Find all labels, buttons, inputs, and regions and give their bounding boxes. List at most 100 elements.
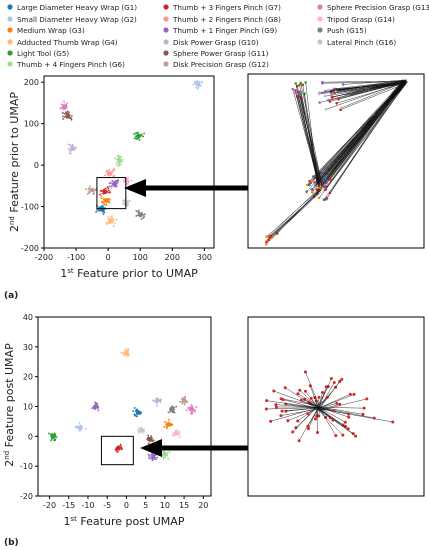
- inset-edge: [332, 82, 404, 98]
- cluster-G13: [59, 100, 68, 114]
- inset-point: [312, 175, 315, 178]
- inset-point: [327, 88, 331, 92]
- legend-entry: Thumb + 4 Fingers Pinch (G6): [7, 60, 125, 69]
- legend-label: Disk Power Grasp (G10): [173, 38, 259, 47]
- cluster-G7: [114, 443, 123, 453]
- data-point: [153, 400, 156, 403]
- cluster-G6: [114, 154, 124, 167]
- data-point: [143, 213, 146, 216]
- data-point: [86, 193, 89, 195]
- data-point: [107, 187, 110, 190]
- y-tick-label: 0: [28, 432, 33, 441]
- inset-point: [298, 91, 302, 95]
- inset-point: [269, 419, 273, 423]
- y-tick-label: -10: [20, 462, 33, 471]
- data-point: [122, 199, 125, 202]
- inset-point: [322, 198, 326, 201]
- data-point: [66, 110, 69, 113]
- legend-entry: Thumb + 1 Finger Pinch (G9): [163, 26, 277, 35]
- x-tick-label: 0: [106, 253, 111, 262]
- data-point: [193, 410, 196, 413]
- data-point: [159, 400, 162, 403]
- cluster-center: [166, 422, 171, 427]
- x-tick-label: -15: [62, 501, 75, 510]
- data-point: [108, 191, 111, 194]
- inset-point: [317, 414, 321, 418]
- data-point: [122, 202, 124, 205]
- inset-point: [331, 418, 335, 422]
- data-point: [120, 448, 123, 450]
- data-point: [185, 409, 188, 412]
- data-point: [160, 398, 162, 401]
- cluster-G14: [122, 176, 133, 187]
- data-point: [69, 144, 72, 146]
- data-point: [112, 217, 115, 220]
- inset-edge: [312, 80, 404, 181]
- inset-edge: [319, 392, 323, 406]
- data-point: [85, 428, 87, 430]
- data-point: [116, 154, 119, 157]
- inset-point: [280, 409, 284, 413]
- zoom-box-a: [96, 177, 127, 210]
- data-point: [180, 400, 183, 403]
- data-point: [94, 189, 97, 192]
- data-point: [166, 427, 168, 430]
- legend-label: Thumb + 2 Fingers Pinch (G8): [172, 15, 281, 24]
- cluster-G9: [108, 179, 120, 188]
- data-point: [136, 211, 139, 213]
- inset-edge: [341, 82, 404, 109]
- cluster-G11: [146, 434, 155, 445]
- data-point: [135, 210, 138, 212]
- inset-point: [274, 403, 278, 407]
- data-point: [76, 426, 79, 429]
- cluster-G2: [74, 421, 87, 432]
- data-point: [127, 349, 130, 352]
- legend-marker: [163, 4, 169, 10]
- inset-point: [313, 417, 317, 421]
- legend-marker: [317, 39, 323, 45]
- inset-point: [314, 184, 317, 188]
- inset-point: [352, 392, 356, 396]
- data-point: [184, 395, 186, 398]
- data-point: [85, 188, 87, 191]
- inset-point: [332, 380, 336, 384]
- inset-edge: [313, 82, 405, 197]
- data-point: [119, 443, 122, 446]
- data-point: [118, 155, 120, 157]
- inset-edge: [340, 83, 405, 110]
- cluster-G4: [120, 347, 130, 358]
- inset-point: [343, 420, 347, 424]
- data-point: [151, 399, 154, 402]
- data-point: [108, 189, 110, 192]
- inset-edge: [316, 406, 363, 415]
- panel-b: -20 -15 -10 -5 0 5 10 15 20 -20 -10 0 10 20 30 40 1st …: [3, 313, 425, 548]
- inset-point: [298, 388, 302, 392]
- inset-point: [265, 242, 268, 246]
- legend-entry: Large Diameter Heavy Wrap (G1): [7, 3, 137, 12]
- inset-edge: [298, 407, 319, 441]
- data-point: [186, 407, 189, 409]
- legend-label: Push (G15): [327, 26, 367, 35]
- data-point: [67, 147, 70, 150]
- cluster-G8: [103, 168, 116, 178]
- data-point: [140, 218, 143, 220]
- legend-label: Tripod Grasp (G14): [326, 15, 395, 24]
- inset-point: [316, 431, 320, 435]
- legend-entry: Thumb + 3 Fingers Pinch (G7): [163, 3, 281, 12]
- cluster-center: [170, 407, 175, 412]
- inset-edge: [292, 407, 318, 433]
- x-tick-label: 5: [143, 501, 148, 510]
- data-point: [192, 83, 195, 86]
- y-axis-label-a: 2nd Feature prior to UMAP: [8, 92, 21, 232]
- data-point: [134, 414, 137, 417]
- x-tick-label: 20: [198, 501, 208, 510]
- inset-edge: [318, 407, 335, 412]
- data-point: [132, 410, 135, 412]
- cluster-center: [62, 104, 68, 110]
- data-point: [194, 82, 196, 85]
- data-point: [69, 152, 72, 155]
- inset-point: [340, 377, 344, 381]
- x-tick-label: 15: [179, 501, 189, 510]
- inset-point: [331, 95, 334, 99]
- inset-edge: [266, 190, 322, 242]
